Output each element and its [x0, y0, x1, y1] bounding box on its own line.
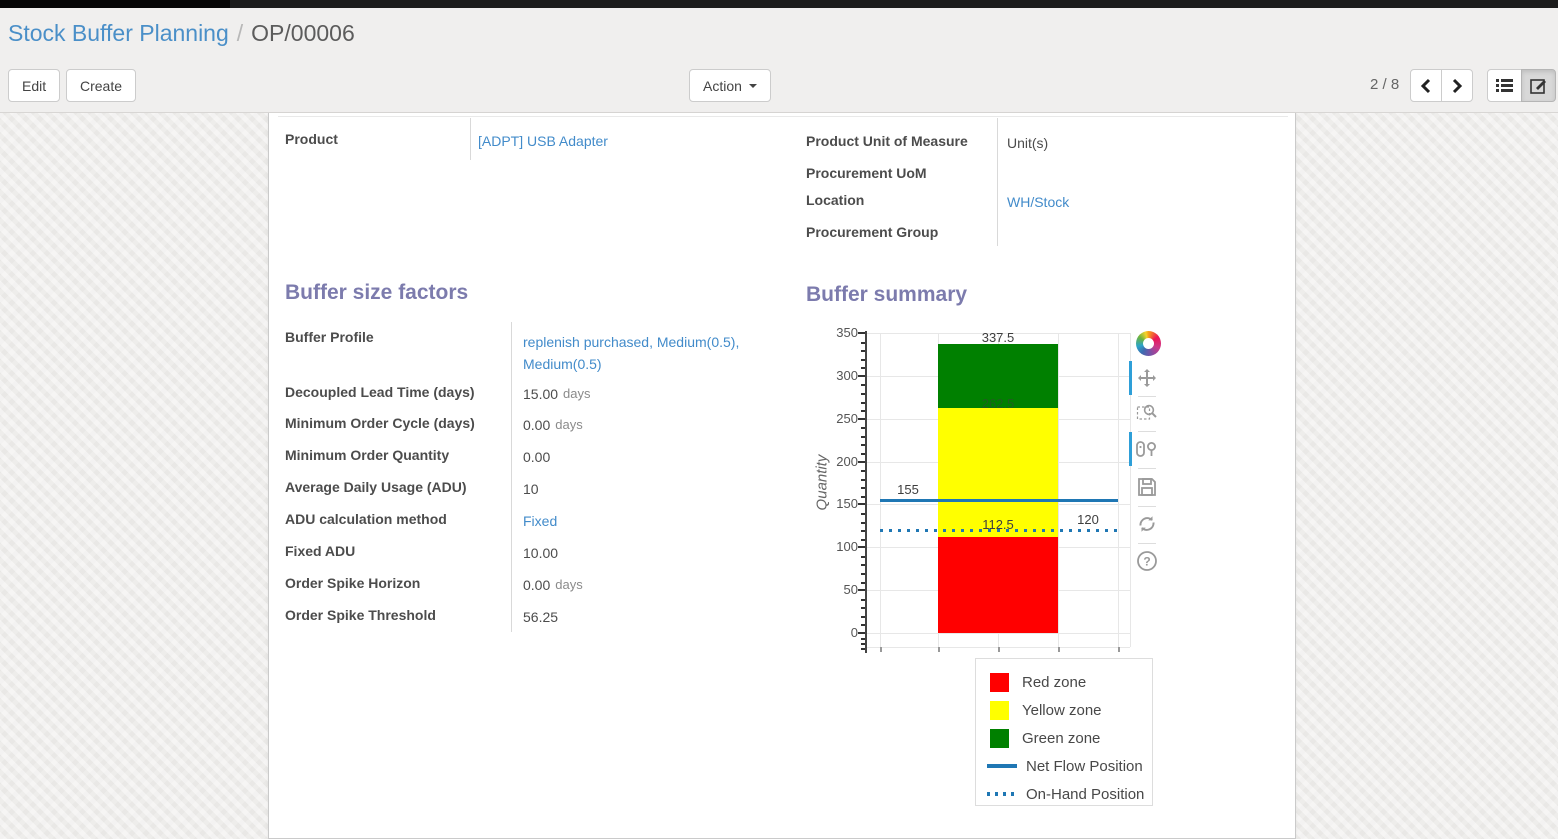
breadcrumb-record: OP/00006 — [251, 20, 355, 46]
decoupled-lead-time-days--value: 15.00 days — [523, 386, 591, 402]
next-button[interactable] — [1441, 69, 1473, 102]
red-zone-label: Red zone — [1022, 673, 1087, 691]
reset-axes-icon[interactable] — [1134, 511, 1160, 537]
unit-label: days — [563, 386, 591, 401]
chevron-right-icon — [1452, 78, 1463, 93]
unit-label: days — [555, 417, 583, 432]
location-field-value[interactable]: WH/Stock — [1007, 194, 1070, 210]
create-button[interactable]: Create — [66, 69, 137, 102]
legend-item-green-zone[interactable]: Green zone — [990, 727, 1100, 749]
sheet-top-divider — [278, 116, 1288, 117]
green-zone-swatch — [990, 728, 1009, 748]
chevron-left-icon — [1420, 78, 1431, 93]
buffer-size-factors-heading: Buffer size factors — [285, 281, 469, 304]
unit-label: days — [555, 577, 583, 592]
list-icon — [1496, 79, 1513, 92]
form-view-button[interactable] — [1521, 69, 1556, 102]
box-zoom-icon[interactable] — [1134, 399, 1160, 425]
net-flow-position-label: Net Flow Position — [1026, 757, 1143, 775]
svg-text:?: ? — [1143, 555, 1150, 569]
list-view-button[interactable] — [1487, 69, 1522, 102]
hover-tools-icon[interactable] — [1134, 436, 1160, 462]
red-zone-swatch — [990, 672, 1009, 692]
order-spike-horizon-value: 0.00 days — [523, 577, 583, 593]
order-spike-threshold-value: 56.25 — [523, 609, 559, 625]
legend-item-net-flow-position[interactable]: Net Flow Position — [987, 755, 1143, 777]
previous-button[interactable] — [1410, 69, 1442, 102]
control-panel — [0, 8, 1558, 113]
buffer-profile-value[interactable]: replenish purchased, Medium(0.5), Medium… — [523, 334, 740, 372]
on-hand-position-label: On-Hand Position — [1026, 785, 1145, 803]
chart-y-axis-title: Quantity — [813, 454, 831, 511]
product-unit-of-measure-field-value: Unit(s) — [1007, 135, 1049, 151]
breadcrumb-section-link[interactable]: Stock Buffer Planning — [8, 20, 229, 46]
minimum-order-cycle-days--value: 0.00 days — [523, 417, 583, 433]
action-label: Action — [703, 77, 742, 94]
legend-item-on-hand-position[interactable]: On-Hand Position — [987, 783, 1145, 805]
legend-item-red-zone[interactable]: Red zone — [990, 671, 1086, 693]
legend-item-yellow-zone[interactable]: Yellow zone — [990, 699, 1102, 721]
on-hand-position-swatch — [987, 792, 1017, 796]
breadcrumb: Stock Buffer Planning / OP/00006 — [8, 20, 355, 47]
edit-form-icon — [1530, 79, 1546, 94]
fixed-adu-value: 10.00 — [523, 545, 559, 561]
buffer-summary-heading: Buffer summary — [806, 283, 968, 306]
adu-calculation-method-value[interactable]: Fixed — [523, 513, 558, 529]
net-flow-position-swatch — [987, 764, 1017, 768]
caret-down-icon — [748, 83, 757, 88]
chart-legend: Red zone Yellow zone Green zone Net Flow Po… — [975, 658, 1153, 806]
plotly-logo-icon[interactable] — [1136, 331, 1161, 356]
product-field-value[interactable]: [ADPT] USB Adapter — [478, 133, 608, 149]
pager-buttons — [1410, 69, 1473, 102]
edit-button[interactable]: Edit — [8, 69, 61, 102]
top-navbar — [0, 0, 1558, 8]
yellow-zone-swatch — [990, 700, 1009, 720]
save-icon[interactable] — [1134, 474, 1160, 500]
view-switcher — [1487, 69, 1556, 102]
average-daily-usage-adu--value: 10 — [523, 481, 539, 497]
action-dropdown-button[interactable]: Action — [689, 69, 771, 102]
breadcrumb-separator: / — [236, 20, 244, 46]
minimum-order-quantity-value: 0.00 — [523, 449, 551, 465]
yellow-zone-label: Yellow zone — [1022, 701, 1102, 719]
pager-counter: 2 / 8 — [1370, 76, 1400, 93]
help-icon[interactable]: ? — [1134, 548, 1160, 574]
top-navbar-segment — [0, 0, 230, 8]
green-zone-label: Green zone — [1022, 729, 1101, 747]
pan-icon[interactable] — [1134, 365, 1160, 391]
